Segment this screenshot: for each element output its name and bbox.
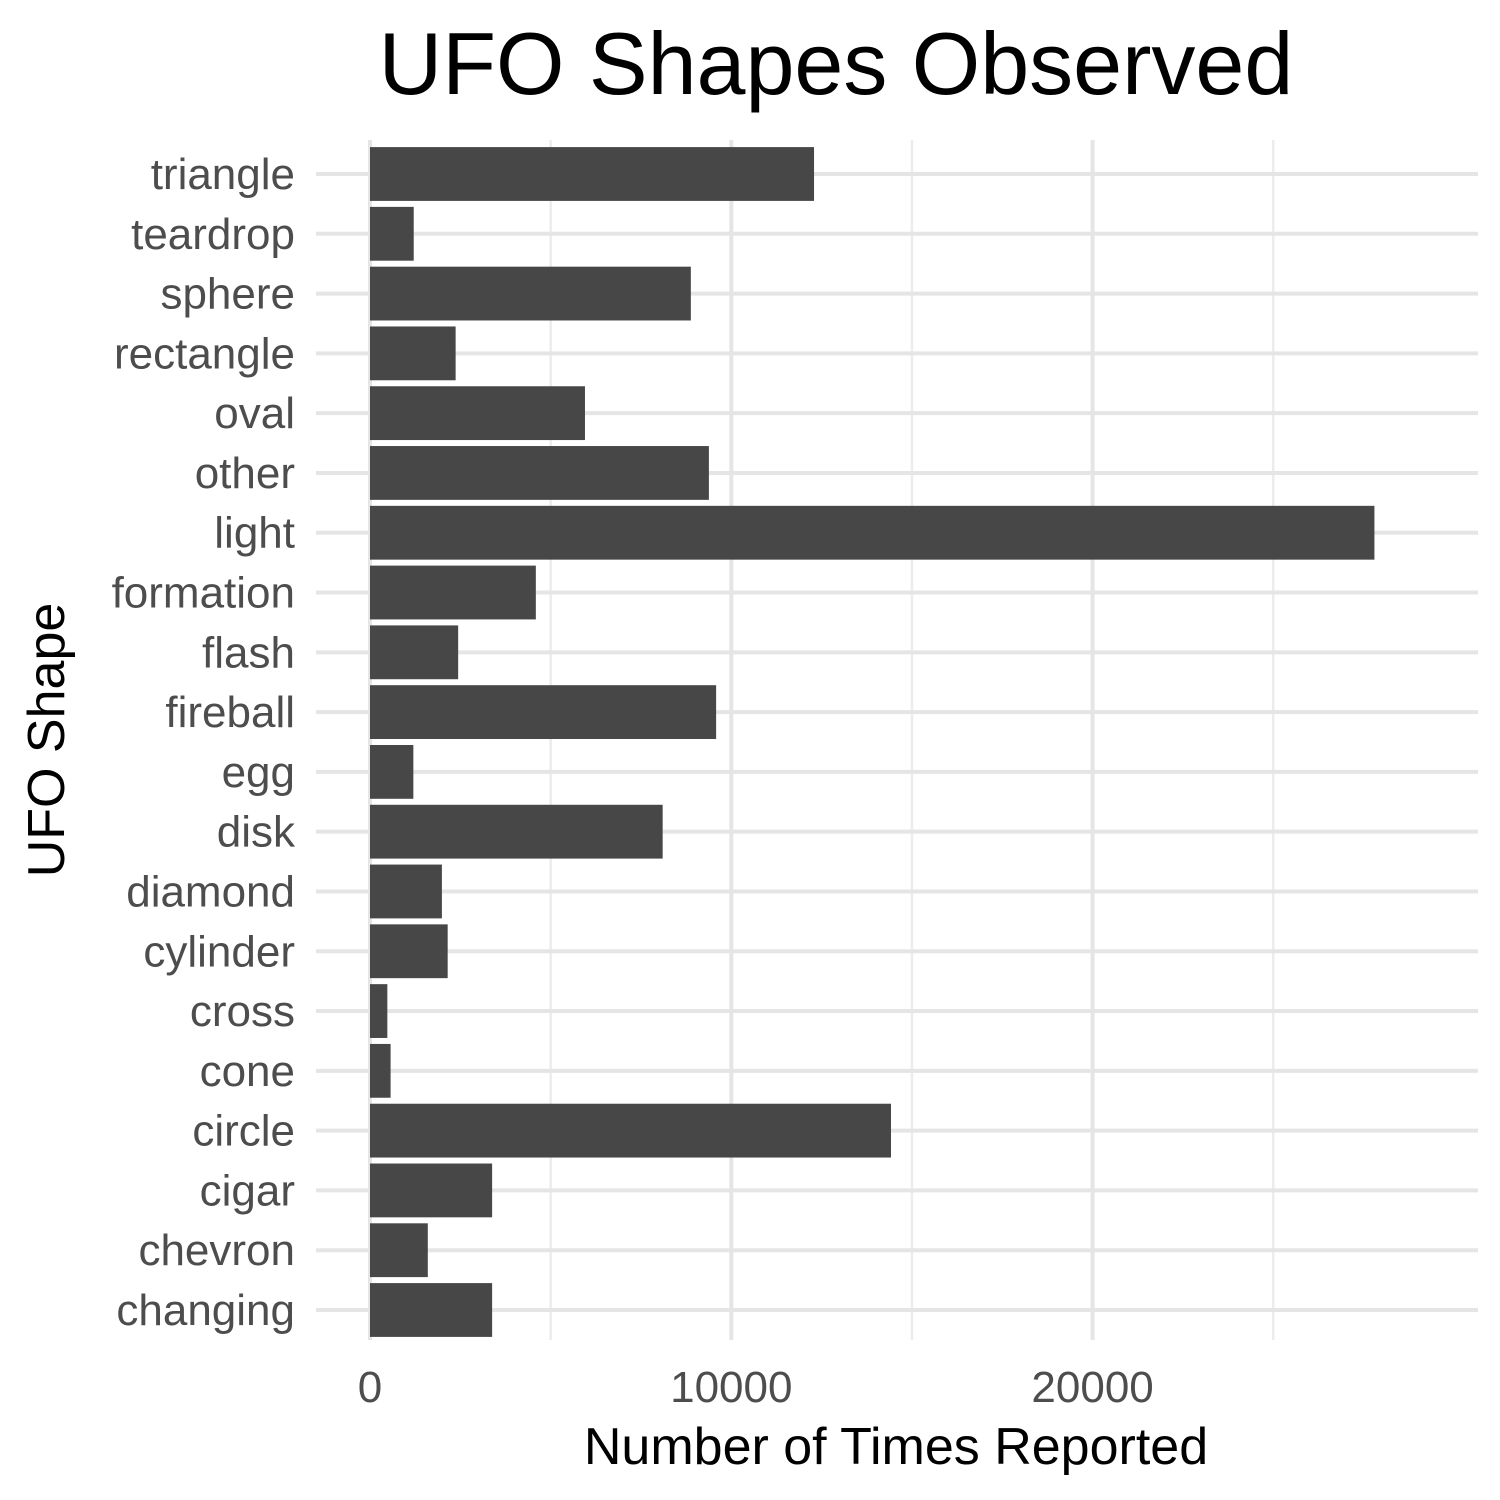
bar-rectangle <box>370 326 456 381</box>
y-tick-label-cigar: cigar <box>200 1166 295 1215</box>
y-tick-label-circle: circle <box>192 1107 295 1156</box>
y-tick-label-fireball: fireball <box>165 688 295 737</box>
bar-chevron <box>370 1223 428 1278</box>
bar-diamond <box>370 864 442 919</box>
x-axis-title: Number of Times Reported <box>584 1418 1208 1476</box>
y-tick-label-formation: formation <box>112 569 295 618</box>
bar-cigar <box>370 1163 493 1218</box>
x-tick-label: 0 <box>358 1363 382 1412</box>
y-tick-label-teardrop: teardrop <box>131 210 295 259</box>
y-tick-label-chevron: chevron <box>138 1226 295 1275</box>
bar-egg <box>370 744 414 799</box>
y-tick-label-rectangle: rectangle <box>114 329 295 378</box>
y-tick-label-cone: cone <box>200 1047 295 1096</box>
y-tick-label-egg: egg <box>222 748 295 797</box>
grid-lines <box>316 140 1478 1340</box>
x-tick-label: 20000 <box>1031 1363 1153 1412</box>
y-tick-label-triangle: triangle <box>151 150 295 199</box>
bar-cross <box>370 984 388 1038</box>
y-tick-label-changing: changing <box>116 1286 295 1335</box>
y-tick-labels: changing chevron cigar circle cone cross cylin… <box>112 150 296 1335</box>
bar-formation <box>370 565 536 620</box>
y-axis-title: UFO Shape <box>18 603 76 878</box>
bar-cone <box>370 1043 391 1098</box>
bar-changing <box>370 1283 493 1337</box>
bar-cylinder <box>370 924 448 979</box>
y-tick-label-cylinder: cylinder <box>143 927 295 976</box>
bar-flash <box>370 625 459 680</box>
bar-circle <box>370 1103 891 1158</box>
bars <box>370 147 1375 1337</box>
y-tick-label-other: other <box>195 449 295 498</box>
bar-disk <box>370 804 663 859</box>
bar-light <box>370 505 1375 560</box>
y-tick-label-light: light <box>214 509 295 558</box>
y-tick-label-oval: oval <box>214 389 295 438</box>
y-tick-label-diamond: diamond <box>126 867 295 916</box>
chart-title: UFO Shapes Observed <box>379 14 1294 113</box>
bar-triangle <box>370 147 815 201</box>
y-tick-label-flash: flash <box>202 628 295 677</box>
bar-other <box>370 446 709 500</box>
x-tick-label: 10000 <box>670 1363 792 1412</box>
bar-teardrop <box>370 206 414 261</box>
y-tick-label-cross: cross <box>190 987 295 1036</box>
bar-oval <box>370 386 585 441</box>
bar-sphere <box>370 266 691 321</box>
bar-fireball <box>370 685 717 740</box>
y-tick-label-disk: disk <box>217 808 296 857</box>
y-tick-label-sphere: sphere <box>160 270 295 319</box>
x-tick-labels: 0 10000 20000 <box>358 1363 1154 1412</box>
